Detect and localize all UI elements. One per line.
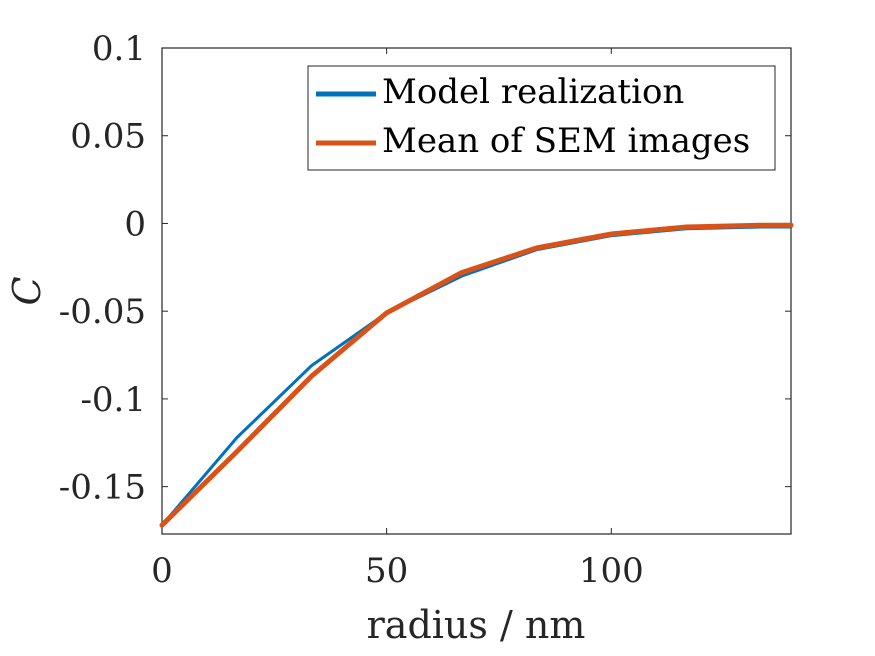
y-tick-label: 0.05 (70, 117, 146, 157)
y-tick-label: 0 (124, 204, 146, 244)
series-line-mean-of-sem-images (159, 222, 794, 528)
axis-ticks: 0.1 0.05 0 -0.05 -0.1 -0.15 0 50 100 (59, 29, 791, 591)
y-tick-label: -0.1 (80, 380, 146, 420)
x-tick-label: 0 (151, 551, 173, 591)
x-tick-label: 50 (365, 551, 408, 591)
series-lines (159, 222, 794, 528)
legend-label-model-realization: Model realization (382, 72, 684, 112)
y-tick-label: -0.05 (59, 292, 146, 332)
x-tick-label: 100 (579, 551, 644, 591)
legend-box (307, 65, 776, 171)
x-axis-label: radius / nm (367, 603, 586, 647)
y-tick-label: -0.15 (59, 468, 146, 508)
y-tick-label: 0.1 (92, 29, 146, 69)
legend: Model realization Mean of SEM images (307, 65, 776, 171)
legend-label-mean-of-sem-images: Mean of SEM images (382, 121, 750, 161)
y-axis-label: C (5, 276, 49, 305)
